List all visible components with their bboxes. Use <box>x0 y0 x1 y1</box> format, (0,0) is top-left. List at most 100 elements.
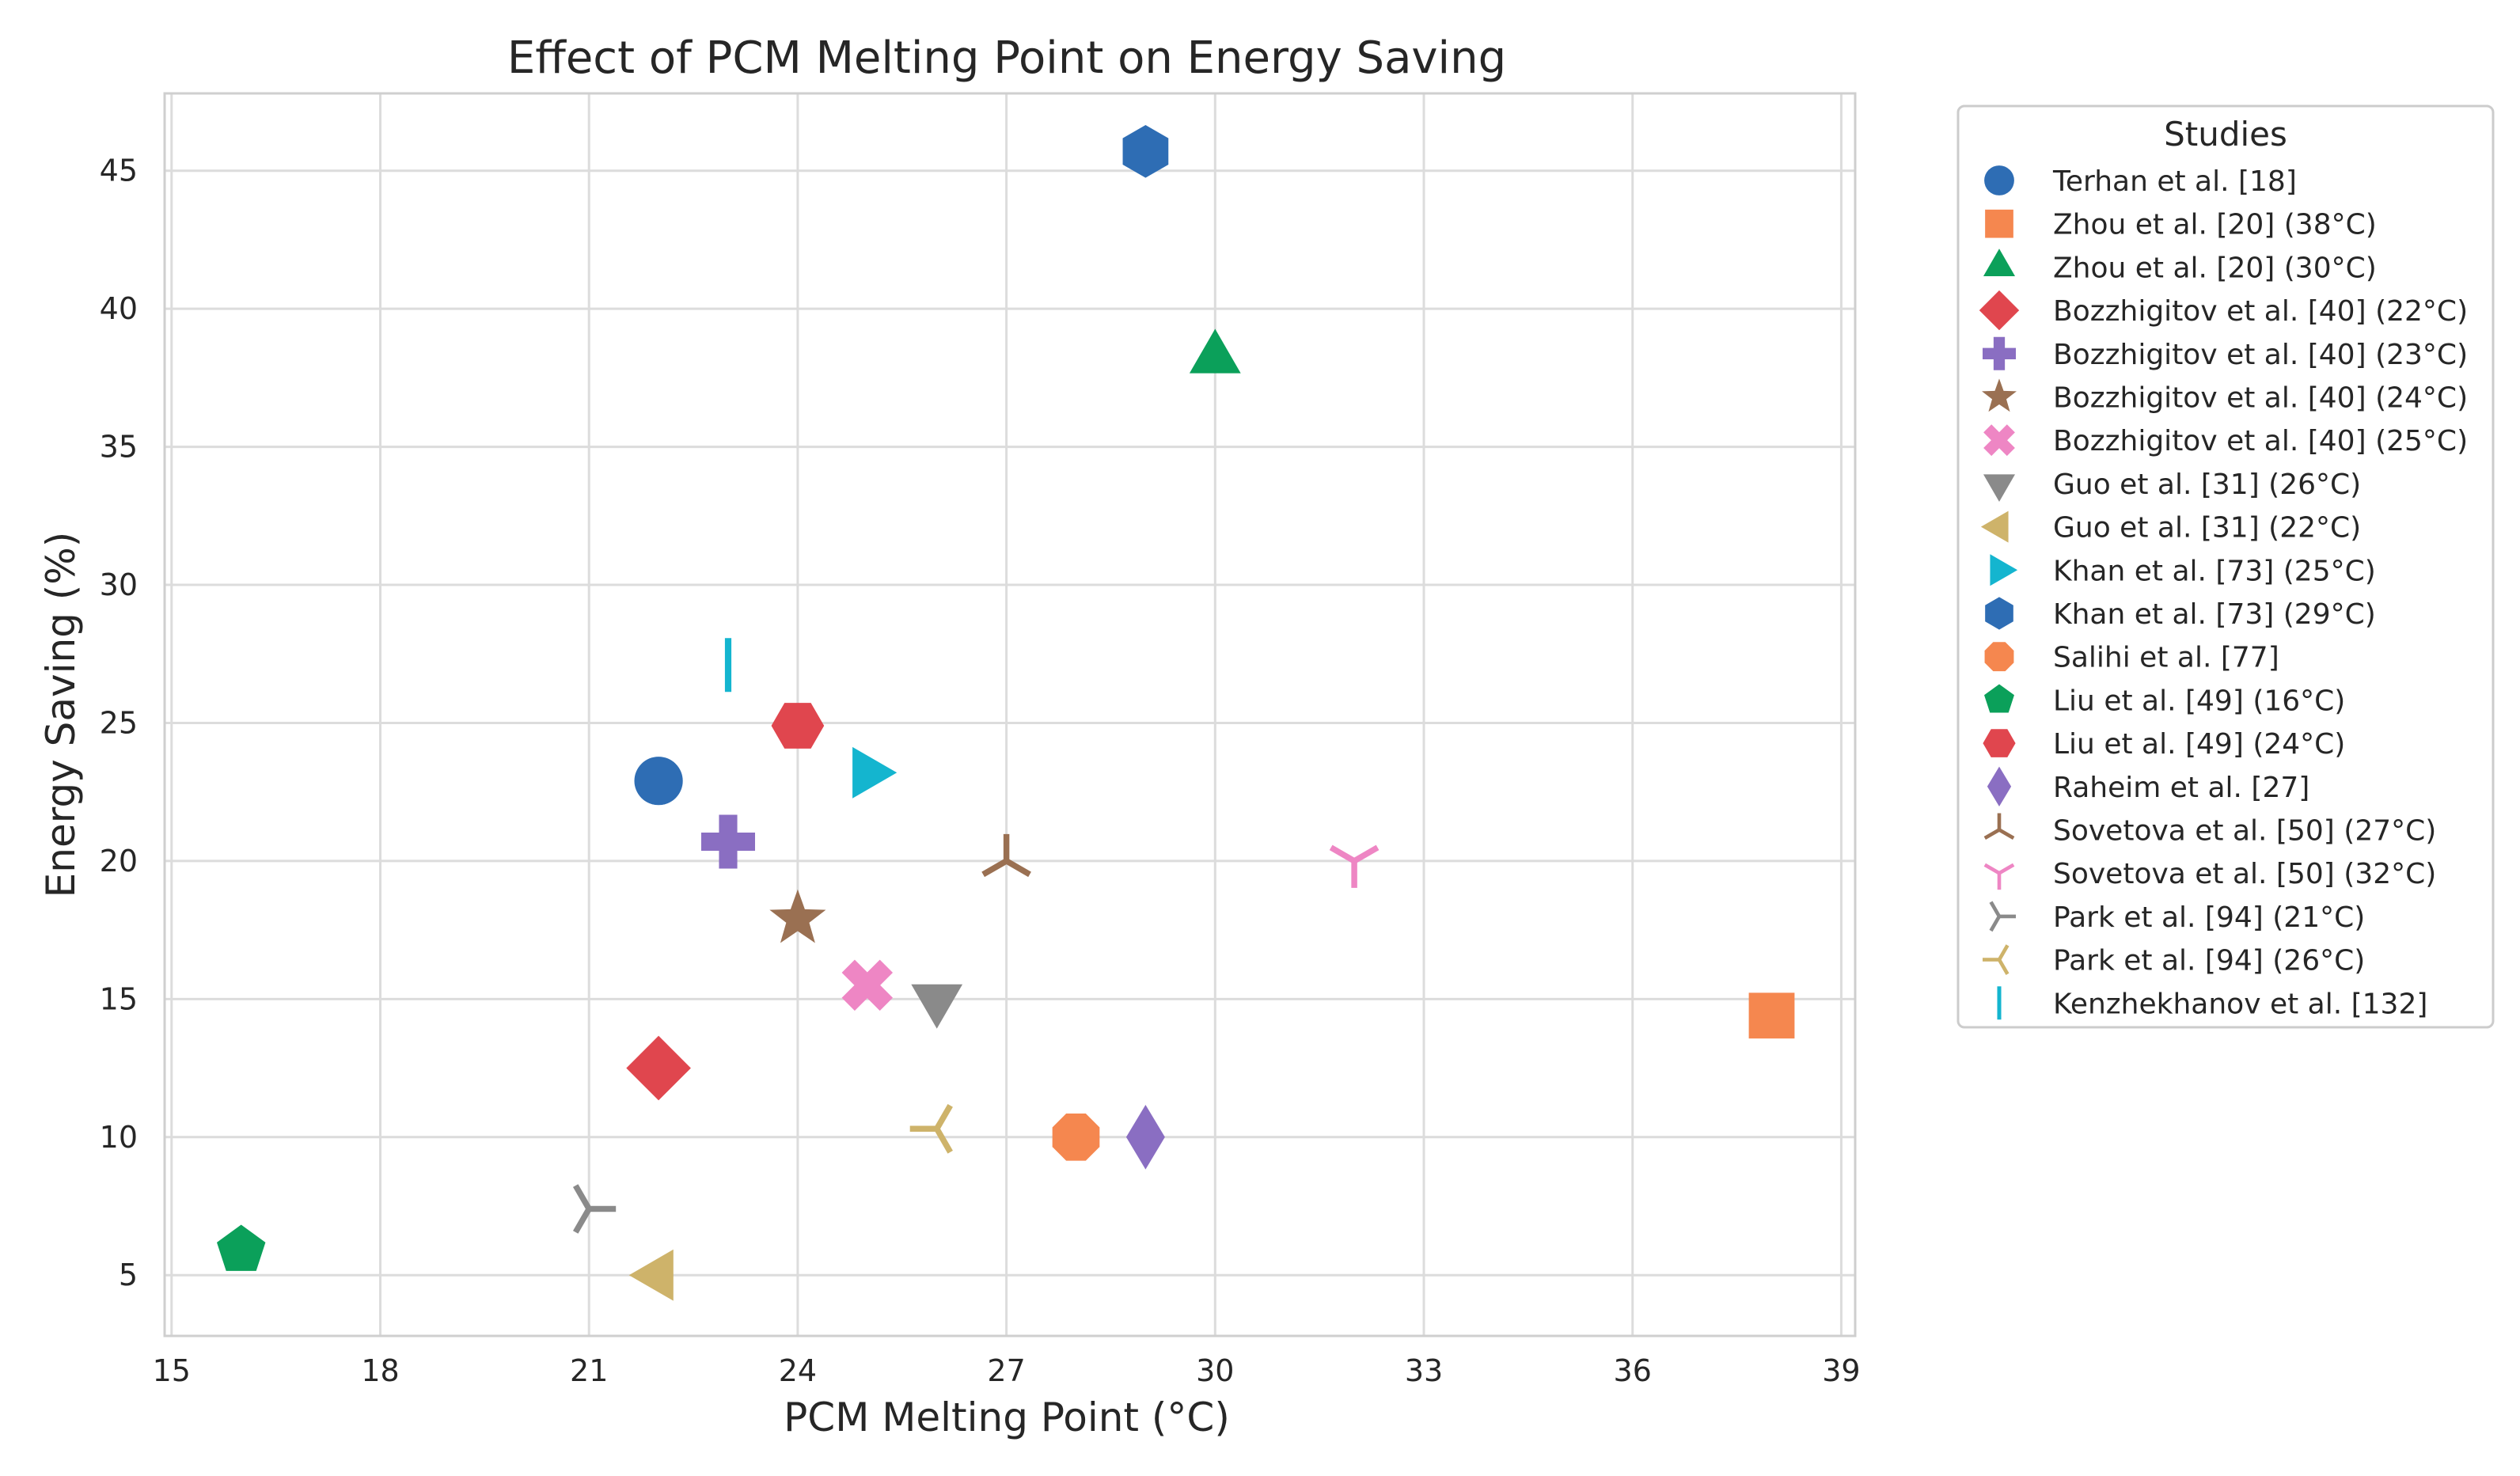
data-point-zhou-et-al-20-38-c <box>1748 992 1795 1039</box>
legend-label: Zhou et al. [20] (30°C) <box>2053 252 2377 284</box>
data-point-liu-et-al-49-24-c <box>771 703 825 749</box>
legend-item: Park et al. [94] (21°C) <box>1989 901 2365 934</box>
y-tick-label: 10 <box>100 1120 138 1155</box>
legend-item: Bozzhigitov et al. [40] (23°C) <box>1983 336 2468 371</box>
legend-item: Bozzhigitov et al. [40] (25°C) <box>1983 424 2468 457</box>
legend-label: Bozzhigitov et al. [40] (23°C) <box>2053 339 2468 371</box>
data-point-park-et-al-94-21-c <box>572 1184 617 1234</box>
plot-frame <box>163 92 1857 1338</box>
legend-item: Bozzhigitov et al. [40] (22°C) <box>1979 290 2468 331</box>
legend-box <box>1956 104 2495 1029</box>
legend-item: Zhou et al. [20] (30°C) <box>1983 249 2377 284</box>
data-points <box>216 124 1795 1301</box>
legend-label: Khan et al. [73] (25°C) <box>2053 555 2376 587</box>
legend-label: Park et al. [94] (21°C) <box>2053 901 2365 934</box>
legend: Studies Terhan et al. [18] Zhou et al. [2… <box>1956 104 2495 1029</box>
legend-item: Guo et al. [31] (26°C) <box>1983 469 2361 502</box>
legend-label: Liu et al. [49] (16°C) <box>2053 685 2345 717</box>
legend-label: Bozzhigitov et al. [40] (24°C) <box>2053 382 2468 415</box>
legend-label: Sovetova et al. [50] (32°C) <box>2053 858 2436 890</box>
legend-label: Guo et al. [31] (22°C) <box>2053 512 2361 544</box>
y-tick-label: 45 <box>100 154 138 188</box>
legend-item: Khan et al. [73] (29°C) <box>1985 597 2376 631</box>
legend-marker <box>1990 554 2018 586</box>
x-tick-label: 33 <box>1405 1353 1443 1388</box>
data-point-salihi-et-al-77 <box>1052 1113 1100 1161</box>
legend-label: Terhan et al. [18] <box>2052 165 2297 198</box>
x-tick-label: 30 <box>1196 1353 1234 1388</box>
legend-marker <box>1983 944 2010 975</box>
y-axis-label: Energy Saving (%) <box>38 532 84 898</box>
y-tick-label: 5 <box>119 1258 138 1292</box>
y-tick-label: 35 <box>100 430 138 465</box>
x-tick-label: 15 <box>153 1353 191 1388</box>
data-point-bozzhigitov-et-al-40-23-c <box>701 814 755 869</box>
data-point-bozzhigitov-et-al-40-22-c <box>626 1035 691 1101</box>
legend-item: Guo et al. [31] (22°C) <box>1980 510 2361 544</box>
legend-label: Khan et al. [73] (29°C) <box>2053 598 2376 631</box>
legend-item: Liu et al. [49] (24°C) <box>1983 728 2345 761</box>
legend-marker <box>1982 378 2017 412</box>
legend-label: Park et al. [94] (26°C) <box>2053 945 2365 977</box>
legend-marker <box>1985 209 2013 238</box>
data-point-sovetova-et-al-50-32-c <box>1329 844 1380 888</box>
legend-marker <box>1983 249 2016 276</box>
x-tick-label: 24 <box>779 1353 817 1388</box>
x-tick-label: 18 <box>361 1353 399 1388</box>
data-point-khan-et-al-73-29-c <box>1122 124 1169 178</box>
legend-label: Zhou et al. [20] (38°C) <box>2053 209 2377 241</box>
legend-label: Sovetova et al. [50] (27°C) <box>2053 815 2436 848</box>
legend-item: Park et al. [94] (26°C) <box>1983 944 2365 977</box>
legend-item: Salihi et al. [77] <box>1984 642 2279 674</box>
legend-marker <box>1987 766 2012 806</box>
y-tick-label: 30 <box>100 567 138 602</box>
legend-label: Kenzhekhanov et al. [132] <box>2053 988 2427 1020</box>
legend-item: Bozzhigitov et al. [40] (24°C) <box>1982 378 2468 415</box>
legend-label: Bozzhigitov et al. [40] (22°C) <box>2053 295 2468 328</box>
legend-item: Terhan et al. [18] <box>1984 165 2297 198</box>
x-tick-label: 39 <box>1822 1353 1860 1388</box>
x-axis-label: PCM Melting Point (°C) <box>784 1394 1230 1440</box>
legend-marker <box>1984 165 2014 195</box>
legend-label: Raheim et al. [27] <box>2053 772 2309 804</box>
legend-marker <box>1983 729 2016 757</box>
x-tick-label: 21 <box>570 1353 608 1388</box>
legend-label: Salihi et al. [77] <box>2053 642 2279 674</box>
legend-marker <box>1985 597 2013 630</box>
y-tick-label: 25 <box>100 705 138 740</box>
data-point-guo-et-al-31-26-c <box>911 984 963 1029</box>
data-point-terhan-et-al-18 <box>634 757 683 806</box>
data-point-liu-et-al-49-16-c <box>216 1224 266 1271</box>
legend-label: Liu et al. [49] (24°C) <box>2053 728 2345 761</box>
legend-item: Liu et al. [49] (16°C) <box>1984 684 2345 717</box>
x-tick-label: 36 <box>1614 1353 1652 1388</box>
legend-item: Zhou et al. [20] (38°C) <box>1985 209 2377 241</box>
data-point-bozzhigitov-et-al-40-25-c <box>841 959 894 1011</box>
legend-label: Bozzhigitov et al. [40] (25°C) <box>2053 425 2468 457</box>
legend-marker <box>1983 424 2015 457</box>
legend-item: Sovetova et al. [50] (27°C) <box>1983 813 2436 848</box>
legend-item: Khan et al. [73] (25°C) <box>1990 554 2376 587</box>
legend-marker <box>1980 510 2009 543</box>
data-point-raheim-et-al-27 <box>1125 1105 1165 1170</box>
data-point-khan-et-al-73-25-c <box>852 746 898 799</box>
legend-marker <box>1983 813 2015 840</box>
legend-marker <box>1983 863 2015 890</box>
axis-ticks: 15 18 21 24 27 30 33 36 39 5 10 15 20 25 30 35 40 45 <box>100 154 1861 1388</box>
data-point-park-et-al-94-26-c <box>909 1103 953 1154</box>
legend-marker <box>1984 684 2014 713</box>
data-point-bozzhigitov-et-al-40-24-c <box>769 889 826 943</box>
legend-items: Terhan et al. [18] Zhou et al. [20] (38°C… <box>1979 165 2468 1020</box>
y-tick-label: 20 <box>100 844 138 878</box>
legend-title: Studies <box>2164 115 2287 154</box>
data-point-guo-et-al-31-22-c <box>628 1249 674 1301</box>
grid-lines <box>165 93 1855 1336</box>
legend-marker <box>1984 642 2014 672</box>
data-point-sovetova-et-al-50-27-c <box>981 833 1031 878</box>
x-tick-label: 27 <box>987 1353 1025 1388</box>
legend-item: Raheim et al. [27] <box>1987 766 2309 806</box>
data-point-zhou-et-al-20-30-c <box>1189 328 1241 374</box>
legend-marker <box>1983 474 2016 502</box>
y-tick-label: 40 <box>100 291 138 326</box>
